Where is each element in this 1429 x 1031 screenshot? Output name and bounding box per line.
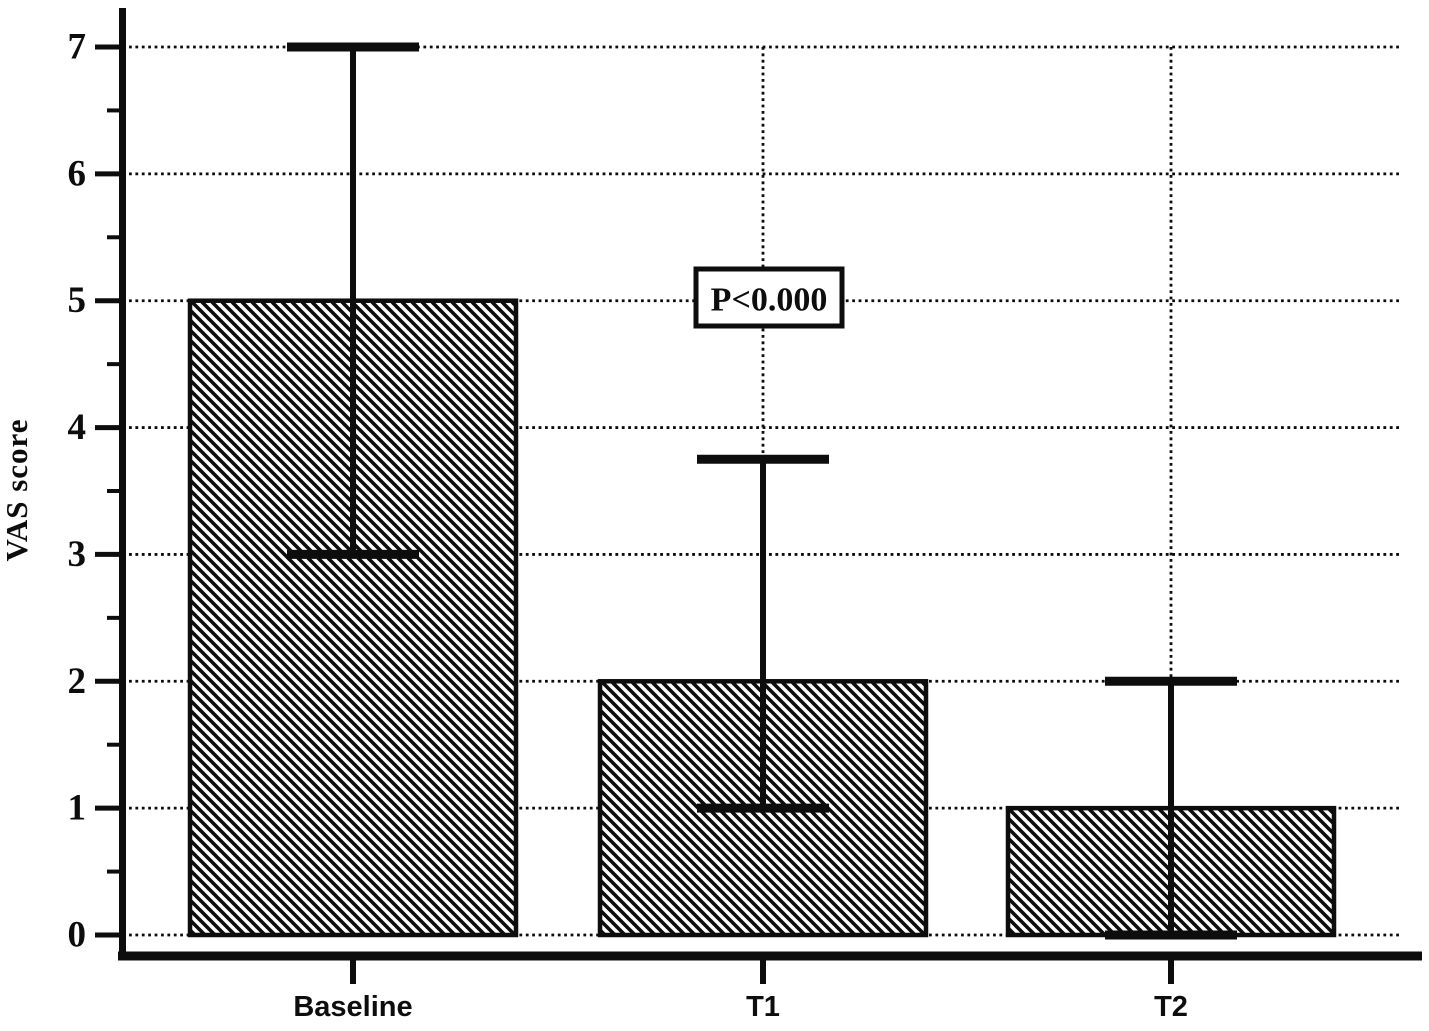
y-axis-title: VAS score	[0, 418, 34, 561]
y-tick-label: 7	[68, 27, 87, 68]
annotation-layer: P<0.000	[693, 266, 845, 329]
x-category-label-t2: T2	[1154, 991, 1188, 1023]
x-category-label-baseline: Baseline	[293, 991, 412, 1023]
p-value-box	[693, 266, 845, 329]
y-tick-label: 1	[68, 788, 87, 829]
y-tick-label: 4	[68, 407, 87, 448]
error-bar-layer	[287, 42, 1237, 940]
y-tick-label: 5	[68, 280, 87, 321]
p-value-text: P<0.000	[711, 282, 828, 319]
axis-layer	[95, 8, 1422, 984]
label-layer: 0 1 2 3 4 5 6 7 Baseline T1 T2 VAS score	[0, 27, 1188, 1024]
y-tick-label: 3	[68, 534, 87, 575]
y-tick-label: 2	[68, 661, 87, 702]
y-tick-label: 6	[68, 153, 87, 194]
y-tick-label: 0	[68, 915, 87, 956]
x-category-label-t1: T1	[746, 991, 780, 1023]
